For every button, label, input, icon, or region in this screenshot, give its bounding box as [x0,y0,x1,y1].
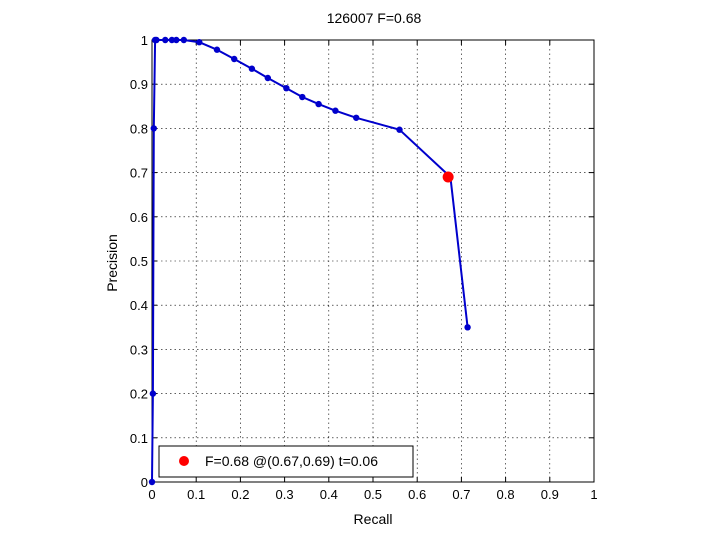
legend-box [158,445,414,478]
x-tick-label: 0.9 [541,487,559,502]
pr-curve-point [149,390,157,397]
pr-curve-point [196,39,203,46]
x-tick-label: 0.3 [276,487,294,502]
legend-label: F=0.68 @(0.67,0.69) t=0.06 [205,453,378,469]
x-tick-label: 0.8 [497,487,515,502]
x-tick-label: 0 [148,487,155,502]
y-tick-label: 0.2 [130,387,148,402]
x-tick-label: 1 [590,487,597,502]
pr-curve-point [173,36,180,44]
x-axis-title: Recall [354,511,393,527]
y-tick-label: 0.8 [130,121,148,136]
pr-curve-point [153,36,160,44]
chart-title: 126007 F=0.68 [327,10,422,26]
pr-curve-point [396,126,403,133]
y-tick-label: 0.1 [130,431,148,446]
grid [152,40,594,482]
series-layer [148,36,471,486]
pr-curve-point [315,100,322,108]
x-tick-label: 0.6 [408,487,426,502]
pr-curve-point [264,74,272,82]
x-tick-label: 0.7 [452,487,470,502]
pr-curve-point [231,55,238,63]
y-tick-label: 0.9 [130,77,148,92]
legend: F=0.68 @(0.67,0.69) t=0.06 [158,445,414,478]
axis-ticks: 0 0.1 0.2 0.3 0.4 0.5 0.6 0.7 0.8 0.9 1 0 0.1 0.2 0.3 0… [130,33,598,502]
x-tick-label: 0.5 [364,487,382,502]
pr-curve-point [464,324,471,331]
y-axis-title: Precision [104,234,120,292]
x-tick-label: 0.4 [320,487,338,502]
pr-curve-point [283,84,290,92]
pr-curve-point [150,125,157,132]
pr-curve-point [213,46,221,53]
pr-curve-point [353,114,360,121]
legend-marker [179,456,189,466]
y-tick-label: 1 [141,33,148,48]
pr-curve-point [248,65,256,72]
y-tick-label: 0.5 [130,254,148,269]
pr-curve-point [162,36,169,44]
pr-curve-point [332,107,339,114]
x-tick-label: 0.1 [187,487,205,502]
y-tick-label: 0.4 [130,298,148,313]
y-tick-label: 0.6 [130,210,148,225]
pr-curve-point [180,36,188,44]
y-tick-label: 0 [141,475,148,490]
pr-curve-point [299,93,306,101]
pr-curve-point [148,478,156,486]
y-tick-label: 0.7 [130,166,148,181]
pr-curve-point [168,36,176,44]
best-f-point [442,171,454,183]
x-tick-label: 0.2 [231,487,249,502]
y-tick-label: 0.3 [130,342,148,357]
